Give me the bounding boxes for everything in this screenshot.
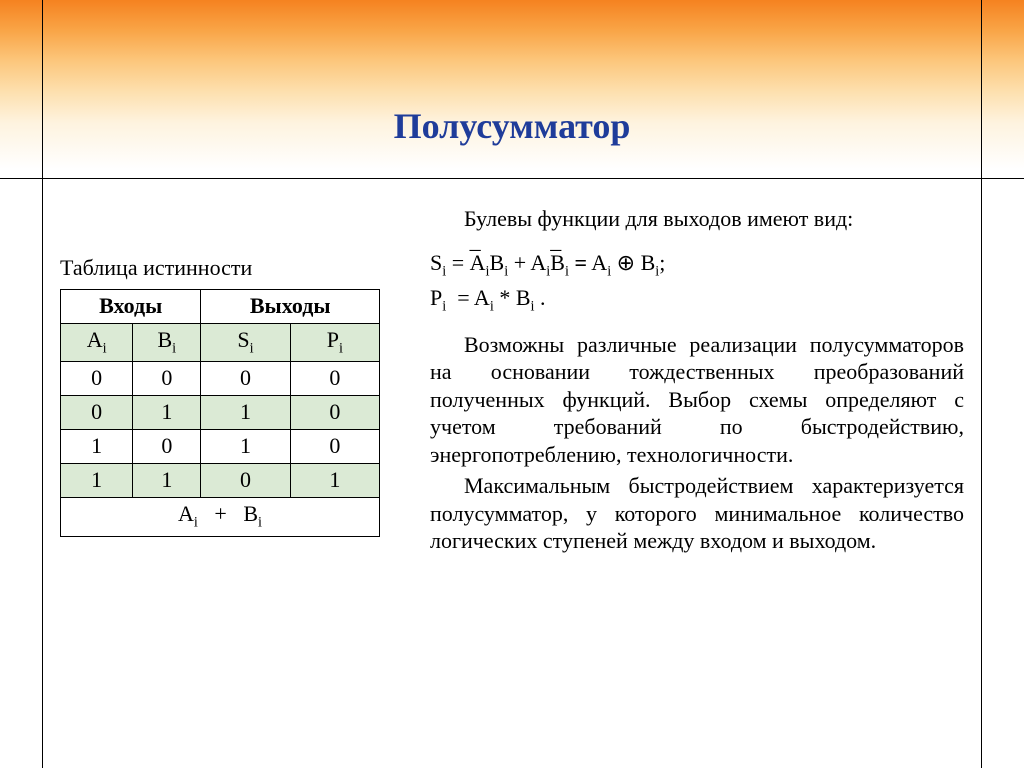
- formula-S: Si = AiBi + AiBi = Ai ⊕ Bi;: [430, 247, 964, 282]
- col-P: Pi: [290, 324, 379, 362]
- left-column: Таблица истинности Входы Выходы Ai Bi Si…: [60, 205, 400, 555]
- intro-text: Булевы функции для выходов имеют вид:: [430, 205, 964, 233]
- header-outputs: Выходы: [201, 290, 380, 324]
- table-footer: Ai + Bi: [61, 498, 380, 536]
- truth-table: Входы Выходы Ai Bi Si Pi 0 0 0 0 0 1 1 0: [60, 289, 380, 537]
- table-row: 0 1 1 0: [61, 396, 380, 430]
- table-row: 1 0 1 0: [61, 430, 380, 464]
- formula-P: Pi = Ai * Bi .: [430, 282, 964, 317]
- table-header-group: Входы Выходы: [61, 290, 380, 324]
- page-title: Полусумматор: [0, 105, 1024, 147]
- header-inputs: Входы: [61, 290, 201, 324]
- formulas-block: Si = AiBi + AiBi = Ai ⊕ Bi; Pi = Ai * Bi…: [430, 247, 964, 317]
- col-S: Si: [201, 324, 290, 362]
- right-column: Булевы функции для выходов имеют вид: Si…: [430, 205, 964, 555]
- table-caption: Таблица истинности: [60, 255, 400, 281]
- table-header-cols: Ai Bi Si Pi: [61, 324, 380, 362]
- content-area: Таблица истинности Входы Выходы Ai Bi Si…: [60, 205, 964, 555]
- col-B: Bi: [133, 324, 201, 362]
- table-row: 0 0 0 0: [61, 362, 380, 396]
- paragraph-2: Максимальным быстродействием характеризу…: [430, 472, 964, 555]
- table-footer-cell: Ai + Bi: [61, 498, 380, 536]
- paragraph-1: Возможны различные реализации полусуммат…: [430, 331, 964, 469]
- frame-line-horizontal: [0, 178, 1024, 179]
- table-row: 1 1 0 1: [61, 464, 380, 498]
- col-A: Ai: [61, 324, 133, 362]
